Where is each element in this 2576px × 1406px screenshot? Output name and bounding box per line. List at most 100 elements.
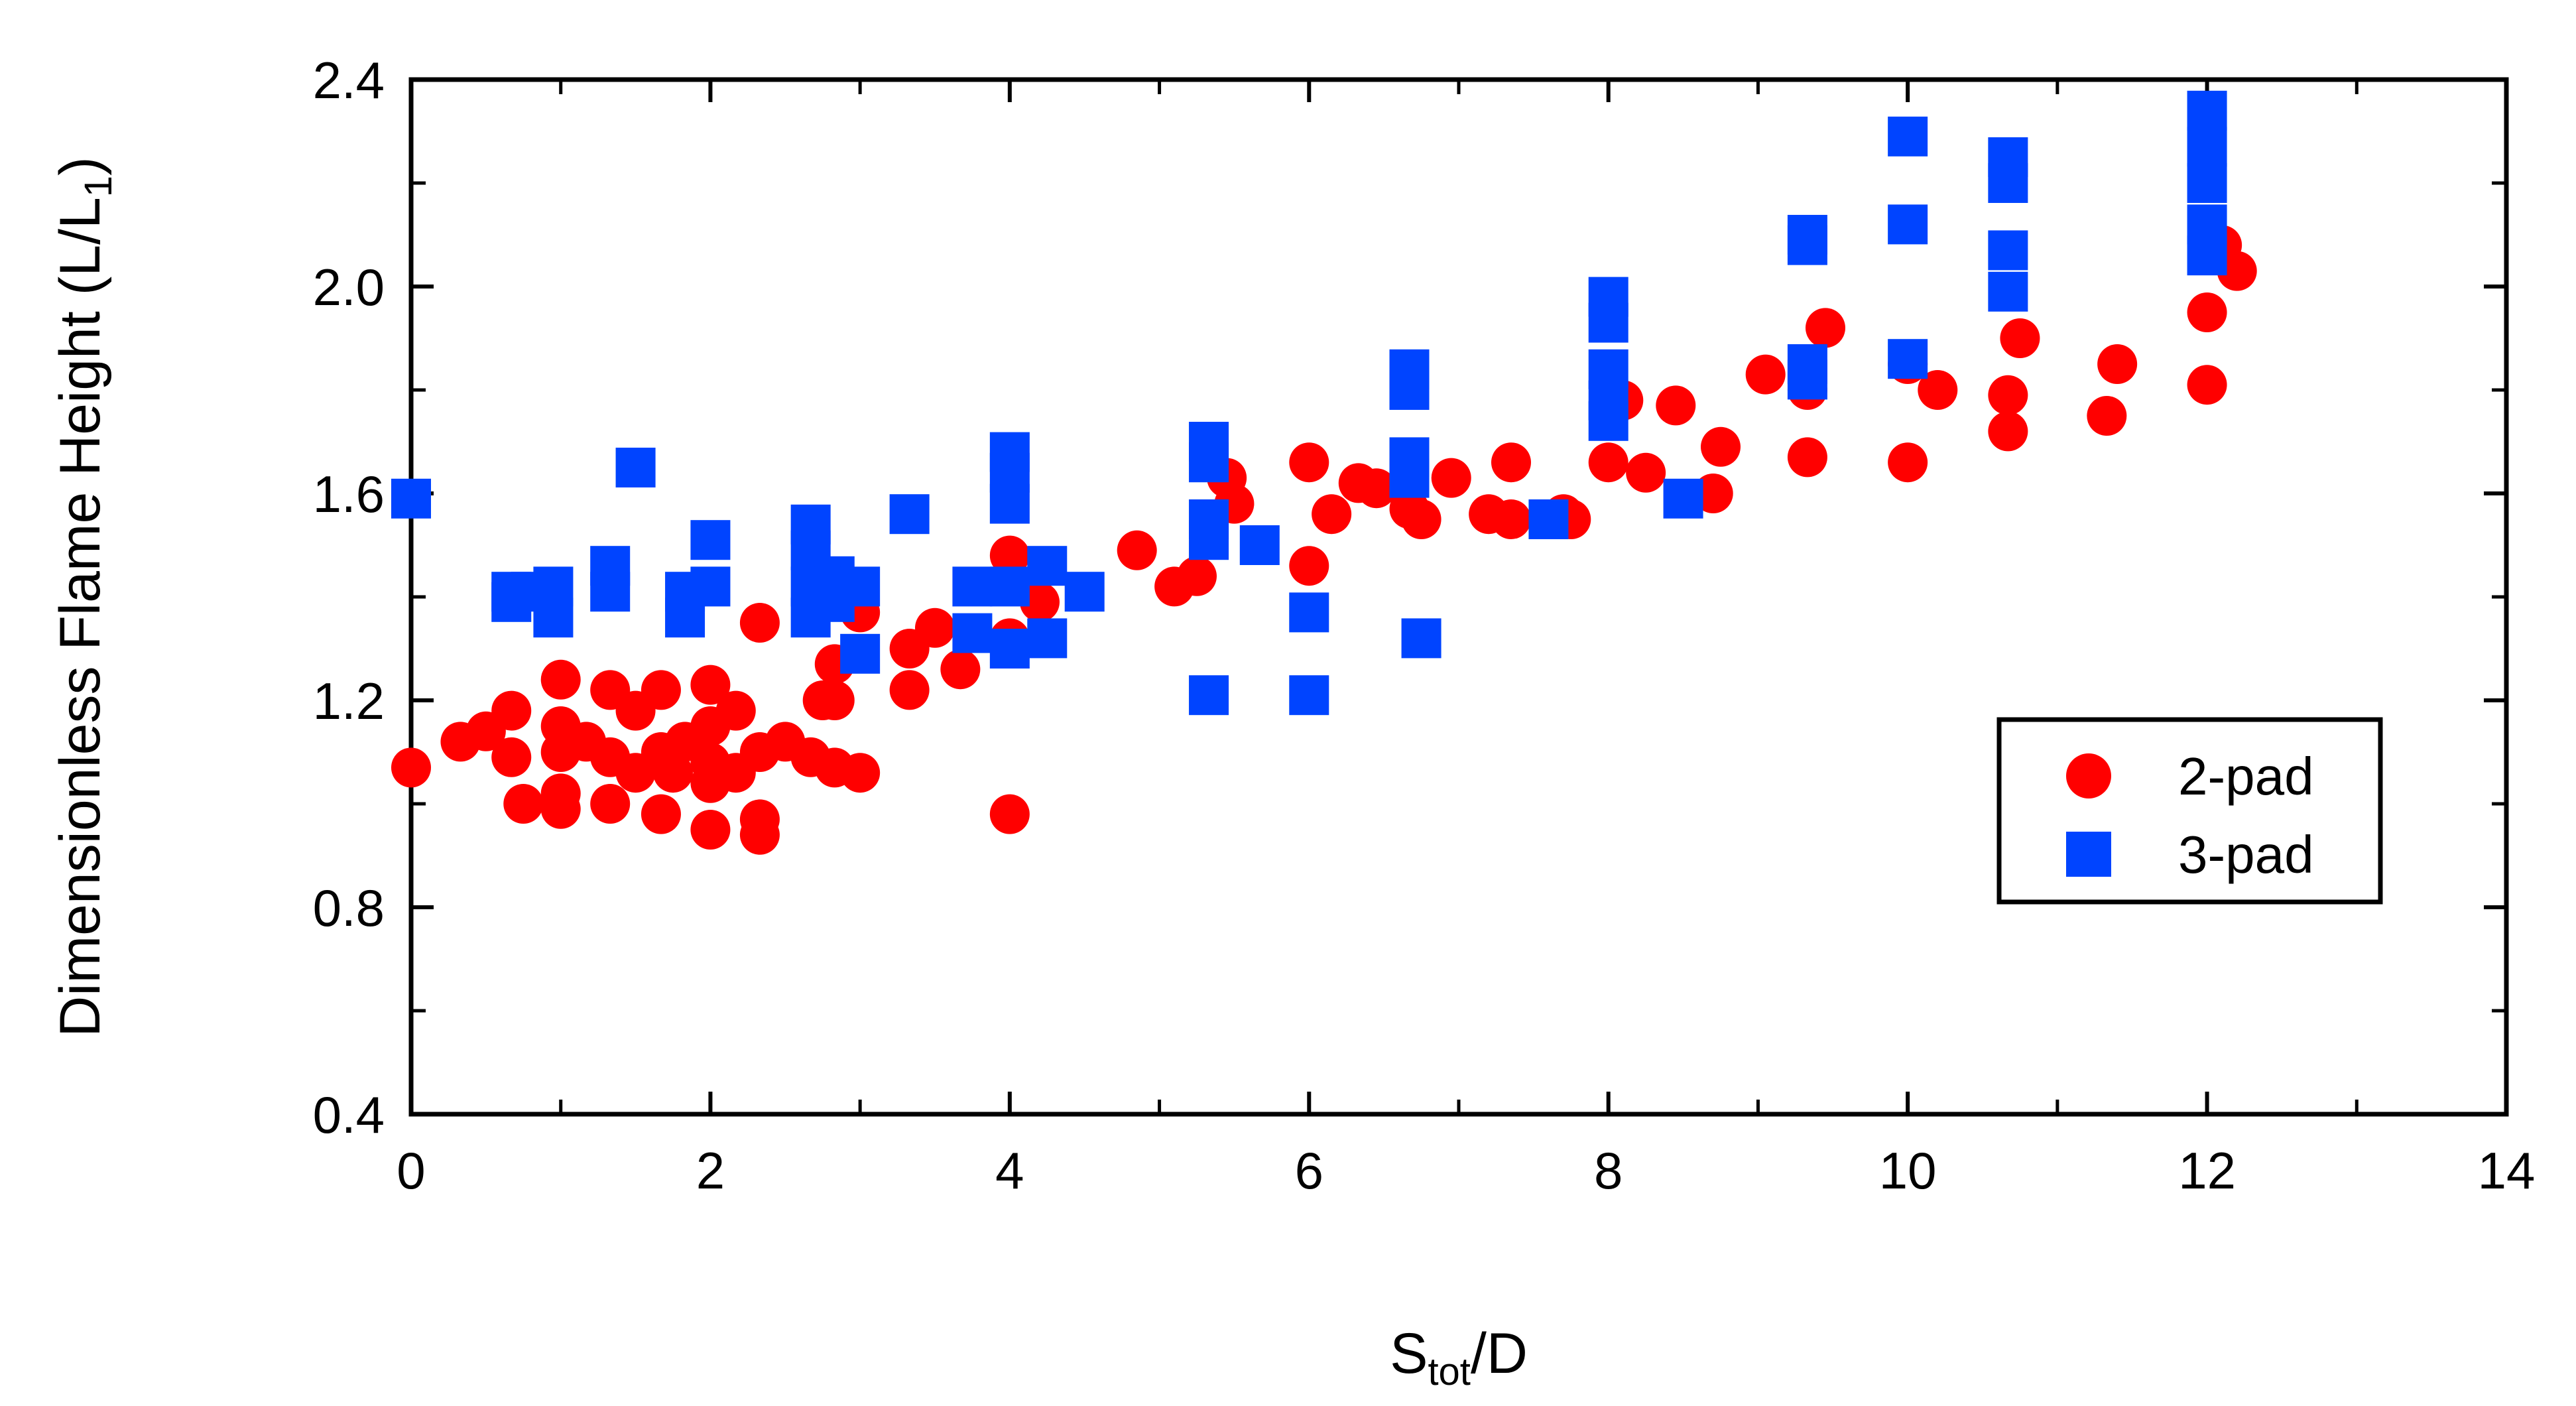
legend: 2-pad 3-pad — [1996, 717, 2383, 905]
point-2-pad — [1491, 499, 1531, 539]
point-2-pad — [1401, 499, 1441, 539]
point-2-pad — [1356, 468, 1396, 509]
point-2-pad — [1177, 556, 1217, 596]
y-tick-label: 0.4 — [313, 1086, 385, 1144]
point-3-pad — [1027, 618, 1068, 659]
point-2-pad — [491, 737, 532, 777]
x-tick-label: 12 — [2178, 1141, 2236, 1200]
point-3-pad — [989, 483, 1030, 524]
point-3-pad — [1239, 525, 1280, 565]
y-axis-title-sub: 1 — [77, 176, 120, 197]
y-tick-label: 1.2 — [313, 672, 385, 730]
point-3-pad — [1988, 163, 2028, 203]
point-2-pad — [989, 535, 1030, 576]
point-3-pad — [1064, 572, 1105, 612]
point-2-pad — [391, 747, 431, 788]
point-3-pad — [1888, 204, 1928, 245]
point-2-pad — [1491, 442, 1531, 483]
point-2-pad — [653, 753, 693, 793]
point-2-pad — [1787, 437, 1827, 478]
point-2-pad — [940, 649, 981, 690]
point-2-pad — [1117, 530, 1157, 570]
point-2-pad — [641, 670, 681, 710]
point-2-pad — [1289, 442, 1329, 483]
point-3-pad — [1588, 401, 1628, 441]
point-2-pad — [540, 773, 581, 814]
point-3-pad — [1663, 478, 1703, 519]
point-2-pad — [1656, 385, 1696, 426]
point-3-pad — [840, 633, 881, 674]
point-2-pad — [1289, 546, 1329, 586]
x-axis-title-sub: tot — [1428, 1350, 1471, 1393]
point-3-pad — [690, 566, 731, 607]
y-tick-label: 1.6 — [313, 465, 385, 523]
legend-marker-2-pad — [2066, 753, 2111, 799]
point-3-pad — [2187, 127, 2227, 167]
x-tick-label: 10 — [1879, 1141, 1937, 1200]
point-2-pad — [2097, 344, 2138, 384]
point-2-pad — [1988, 411, 2028, 452]
point-3-pad — [1888, 339, 1928, 379]
x-tick-label: 14 — [2478, 1141, 2536, 1200]
point-2-pad — [1745, 354, 1786, 395]
point-3-pad — [2187, 163, 2227, 203]
point-2-pad — [1701, 426, 1741, 467]
point-2-pad — [715, 690, 756, 731]
point-3-pad — [690, 520, 731, 560]
point-3-pad — [1289, 675, 1329, 716]
y-axis-title-rest: ) — [48, 157, 112, 176]
x-axis-title: Stot/D — [1390, 1322, 1528, 1393]
point-3-pad — [1189, 520, 1229, 560]
point-2-pad — [814, 680, 855, 720]
point-2-pad — [1588, 442, 1628, 483]
point-3-pad — [391, 478, 431, 519]
legend-label-3-pad: 3-pad — [2178, 825, 2314, 884]
point-3-pad — [590, 572, 631, 612]
point-3-pad — [1189, 675, 1229, 716]
point-2-pad — [1626, 452, 1666, 493]
point-2-pad — [2187, 365, 2227, 405]
point-2-pad — [1312, 494, 1352, 535]
point-3-pad — [1189, 442, 1229, 483]
y-tick-label: 2.0 — [313, 258, 385, 316]
point-3-pad — [1289, 592, 1329, 633]
point-3-pad — [989, 629, 1030, 669]
point-3-pad — [2187, 235, 2227, 276]
point-2-pad — [889, 670, 930, 710]
x-tick-label: 6 — [1295, 1141, 1323, 1200]
point-3-pad — [1988, 271, 2028, 312]
y-axis-title: Dimensionless Flame Height (L/L1) — [48, 157, 120, 1037]
point-2-pad — [2187, 292, 2227, 332]
y-axis-title-main: Dimensionless Flame Height (L/L — [48, 197, 112, 1037]
point-2-pad — [590, 784, 631, 824]
x-axis-title-rest: /D — [1471, 1322, 1528, 1385]
point-2-pad — [503, 784, 544, 824]
point-2-pad — [1806, 308, 1845, 348]
point-2-pad — [690, 665, 731, 705]
point-2-pad — [840, 753, 881, 793]
point-3-pad — [952, 613, 993, 653]
point-3-pad — [1389, 458, 1430, 498]
point-2-pad — [739, 814, 780, 855]
point-2-pad — [915, 607, 955, 648]
point-2-pad — [1020, 582, 1060, 622]
point-3-pad — [2187, 90, 2227, 131]
legend-marker-3-pad — [2066, 832, 2111, 877]
point-2-pad — [739, 603, 780, 643]
legend-label-2-pad: 2-pad — [2178, 747, 2314, 806]
point-2-pad — [540, 659, 581, 700]
point-2-pad — [989, 794, 1030, 834]
point-3-pad — [1787, 359, 1827, 400]
point-2-pad — [1431, 458, 1471, 498]
x-tick-label: 4 — [995, 1141, 1024, 1200]
point-3-pad — [1389, 370, 1430, 410]
point-2-pad — [1988, 375, 2028, 415]
point-3-pad — [952, 566, 993, 607]
legend-box — [1996, 717, 2383, 905]
x-axis-title-main: S — [1390, 1322, 1428, 1385]
series-2-pad — [391, 225, 2257, 855]
point-3-pad — [615, 448, 656, 487]
point-2-pad — [641, 794, 681, 834]
point-3-pad — [533, 598, 574, 638]
point-2-pad — [1888, 442, 1928, 483]
